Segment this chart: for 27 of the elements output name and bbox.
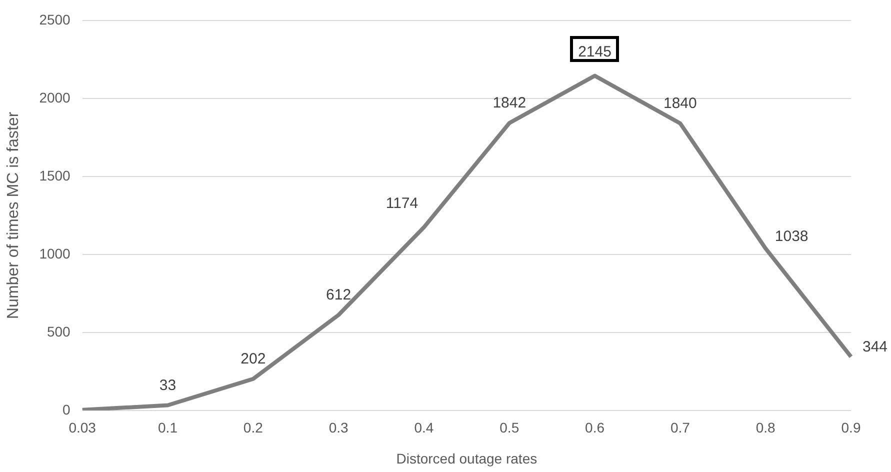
- y-axis-title: Number of times MC is faster: [5, 111, 22, 319]
- x-tick-label: 0.03: [68, 420, 96, 436]
- data-label: 1038: [774, 228, 808, 246]
- x-tick-label: 0.7: [670, 420, 690, 436]
- x-tick-label: 0.9: [841, 420, 861, 436]
- data-label: 2145: [578, 43, 612, 60]
- x-axis-title: Distorced outage rates: [396, 450, 538, 466]
- data-label: 1840: [664, 95, 697, 112]
- y-tick-label: 2500: [39, 11, 71, 28]
- x-tick-label: 0.5: [500, 420, 520, 436]
- data-label: 1174: [386, 194, 418, 212]
- x-tick-label: 0.4: [414, 420, 434, 436]
- y-tick-label: 1000: [39, 245, 71, 262]
- y-tick-label: 1500: [39, 167, 71, 184]
- data-label: 344: [862, 338, 888, 356]
- y-tick-label: 2000: [39, 89, 71, 106]
- data-label: 1842: [492, 94, 526, 112]
- data-label: 612: [326, 286, 352, 304]
- y-tick-label: 500: [46, 323, 71, 340]
- y-tick-label: 0: [62, 401, 71, 418]
- x-tick-label: 0.8: [756, 420, 776, 436]
- x-tick-label: 0.6: [585, 420, 605, 436]
- x-tick-label: 0.3: [328, 420, 349, 436]
- x-tick-label: 0.2: [243, 420, 264, 436]
- data-label: 33: [159, 376, 176, 394]
- x-tick-label: 0.1: [158, 420, 178, 436]
- data-label: 202: [240, 350, 266, 368]
